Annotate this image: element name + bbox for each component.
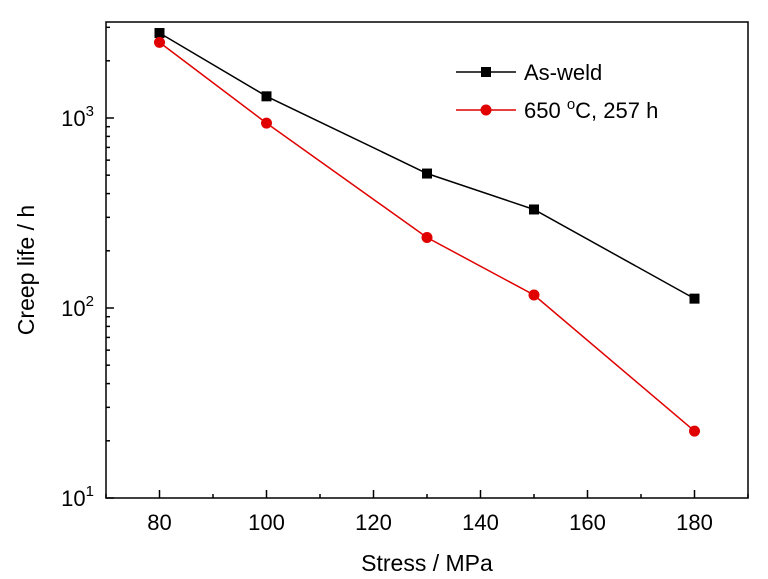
plot-area-frame <box>105 21 749 499</box>
y-tick-label: 101 <box>61 483 94 511</box>
y-tick-label: 102 <box>61 293 94 321</box>
legend-label-650c-part1: 650 <box>524 98 567 123</box>
data-point-as-weld <box>689 293 700 304</box>
data-point-650c-257h <box>689 425 700 437</box>
y-tick-label-exponent: 1 <box>86 483 94 500</box>
legend: As-weld 650 oC, 257 h <box>456 60 658 123</box>
y-tick-label-exponent: 3 <box>86 103 94 120</box>
data-point-as-weld <box>529 204 539 215</box>
x-tick-label: 100 <box>248 510 285 535</box>
legend-label-650c-degree-sup: o <box>567 96 575 113</box>
legend-marker-650c-257h <box>480 104 492 116</box>
y-tick-label-base: 10 <box>61 296 85 321</box>
y-axis-title: Creep life / h <box>13 205 39 335</box>
legend-label-650c-part2: C, 257 h <box>575 98 658 123</box>
legend-entry-as-weld: As-weld <box>456 60 602 85</box>
x-axis-title: Stress / MPa <box>361 550 493 576</box>
legend-label-650c-257h: 650 oC, 257 h <box>524 96 658 123</box>
x-tick-label: 80 <box>147 510 171 535</box>
data-point-as-weld <box>154 28 165 39</box>
y-tick-label-base: 10 <box>61 106 85 131</box>
legend-entry-650c-257h: 650 oC, 257 h <box>456 96 658 123</box>
x-tick-label: 180 <box>676 510 713 535</box>
legend-label-as-weld: As-weld <box>524 60 602 85</box>
x-tick-label: 120 <box>355 510 392 535</box>
data-point-as-weld <box>261 91 272 102</box>
x-tick-label: 140 <box>462 510 499 535</box>
y-tick-label-exponent: 2 <box>86 293 94 310</box>
data-point-650c-257h <box>421 231 433 243</box>
legend-marker-as-weld <box>481 67 491 77</box>
data-point-650c-257h <box>528 289 540 301</box>
x-tick-label: 160 <box>569 510 606 535</box>
chart-marks-layer <box>154 28 700 437</box>
y-tick-label: 103 <box>61 103 94 131</box>
data-point-as-weld <box>422 168 432 179</box>
data-point-650c-257h <box>154 36 165 48</box>
y-tick-label-base: 10 <box>61 486 85 511</box>
data-point-650c-257h <box>261 117 272 129</box>
series-line-as-weld <box>159 32 695 300</box>
